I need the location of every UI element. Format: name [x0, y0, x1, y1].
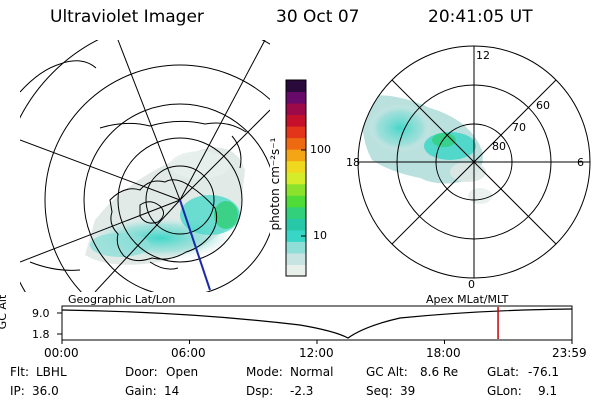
colorbar — [285, 79, 307, 277]
colorbar-cell — [286, 160, 306, 173]
mlt-label-left: 18 — [346, 156, 360, 169]
mode-label: Mode: — [246, 365, 283, 379]
colorbar-cell — [286, 80, 306, 93]
geographic-caption: Geographic Lat/Lon — [68, 293, 176, 306]
time-tick-2359: 23:59 — [552, 346, 587, 360]
gain-value: 14 — [164, 384, 180, 398]
door-label: Door: — [125, 365, 158, 379]
colorbar-tick-100: 100 — [310, 143, 331, 156]
glat-label: GLat: — [487, 365, 520, 379]
colorbar-cell — [286, 264, 306, 277]
mode-value: Normal — [290, 365, 334, 379]
mlt-label-right: 6 — [577, 156, 584, 169]
gc-alt-value: 8.6 Re — [420, 365, 459, 379]
time-tick-1200: 12:00 — [299, 346, 334, 360]
ip-label: IP: — [10, 384, 25, 398]
seq-label: Seq: — [366, 384, 393, 398]
sun-direction-line — [179, 199, 211, 291]
colorbar-cell — [286, 126, 306, 139]
instrument-title: Ultraviolet Imager — [50, 7, 204, 27]
dsp-value: -2.3 — [290, 384, 314, 398]
seq-value: 39 — [400, 384, 416, 398]
colorbar-cell — [286, 241, 306, 254]
filter-value: LBHL — [36, 365, 67, 379]
colorbar-cell — [286, 172, 306, 185]
gc-alt-label: GC Alt: — [366, 365, 408, 379]
mlt-label-bottom: 0 — [468, 278, 475, 291]
colorbar-tick-10: 10 — [313, 229, 327, 242]
door-value: Open — [166, 365, 199, 379]
colorbar-cell — [286, 218, 306, 231]
altitude-plot — [57, 305, 573, 344]
time-tick-0000: 00:00 — [44, 346, 79, 360]
glat-value: -76.1 — [528, 365, 560, 379]
coastlines — [20, 60, 247, 271]
mlat-label-70: 70 — [512, 121, 526, 134]
apex-map — [357, 45, 591, 279]
altitude-curve — [61, 308, 573, 339]
time-label: 20:41:05 UT — [428, 7, 533, 27]
ip-value: 36.0 — [32, 384, 59, 398]
right-aurora-image — [362, 95, 492, 204]
gain-label: Gain: — [125, 384, 157, 398]
left-grid — [20, 40, 270, 292]
date-label: 30 Oct 07 — [276, 7, 360, 27]
mlt-label-top: 12 — [476, 49, 490, 62]
colorbar-cell — [286, 195, 306, 208]
colorbar-cell — [286, 229, 306, 242]
geographic-map — [20, 40, 270, 292]
time-tick-0600: 06:00 — [171, 346, 206, 360]
colorbar-unit-label: photon cm⁻²s⁻¹ — [268, 137, 282, 231]
colorbar-cell — [286, 114, 306, 127]
colorbar-cell — [286, 103, 306, 116]
filter-label: Flt: — [10, 365, 29, 379]
mlat-label-60: 60 — [536, 99, 550, 112]
colorbar-cell — [286, 137, 306, 150]
colorbar-cell — [286, 183, 306, 196]
time-tick-1800: 18:00 — [426, 346, 461, 360]
colorbar-cell — [286, 91, 306, 104]
altitude-tick-1-8: 1.8 — [32, 328, 50, 341]
glon-value: 9.1 — [538, 384, 558, 398]
glon-label: GLon: — [487, 384, 522, 398]
altitude-axis-label: GC Alt — [0, 294, 9, 330]
dsp-label: Dsp: — [246, 384, 274, 398]
colorbar-cell — [286, 149, 306, 162]
apex-caption: Apex MLat/MLT — [426, 293, 509, 306]
colorbar-cell — [286, 252, 306, 265]
colorbar-cell — [286, 206, 306, 219]
altitude-tick-9: 9.0 — [32, 307, 50, 320]
mlat-label-80: 80 — [492, 140, 506, 153]
